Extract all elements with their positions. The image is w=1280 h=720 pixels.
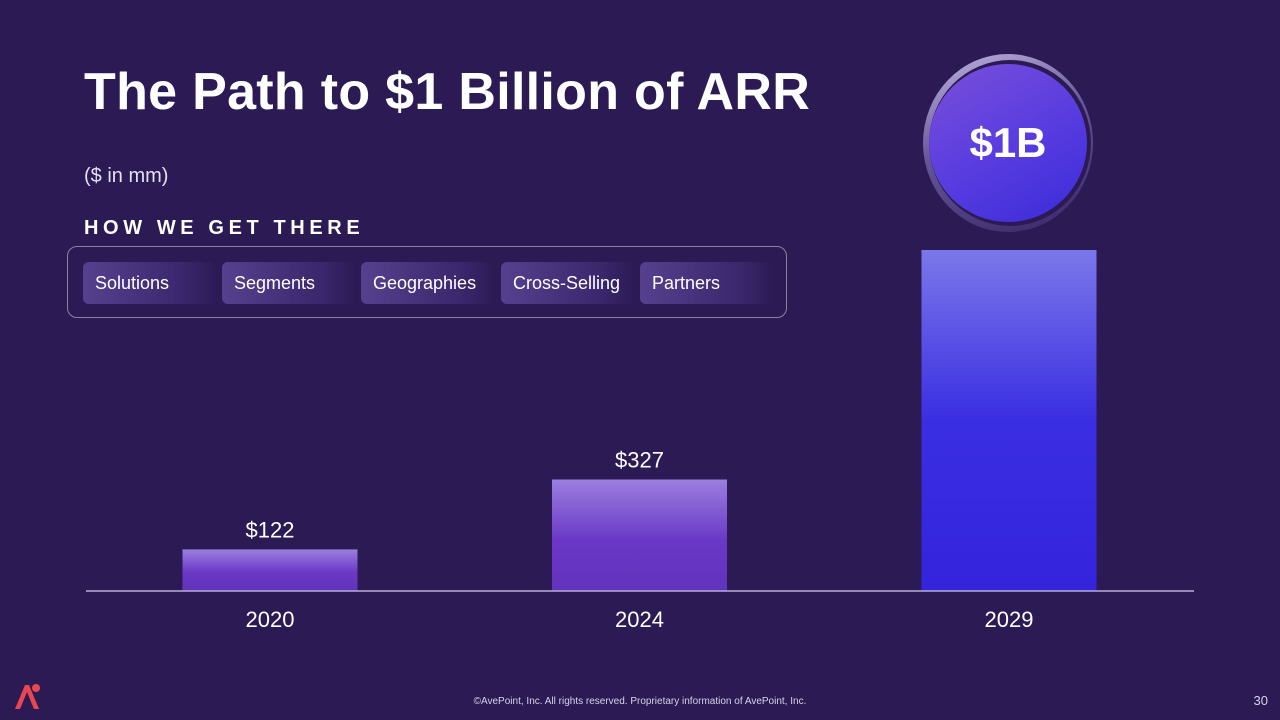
growth-levers-box: Solutions Segments Geographies Cross-Sel… (67, 246, 787, 318)
bar-2020 (182, 549, 358, 591)
data-label-2020: $122 (246, 517, 295, 542)
avepoint-logo-icon (15, 684, 40, 709)
x-tick-2029: 2029 (985, 607, 1034, 632)
x-tick-2024: 2024 (615, 607, 664, 632)
footer-copyright: ©AvePoint, Inc. All rights reserved. Pro… (473, 696, 807, 707)
lever-segments[interactable]: Segments (222, 262, 356, 304)
billion-badge: $1B (929, 64, 1087, 222)
page-number: 30 (1253, 693, 1268, 708)
section-label: HOW WE GET THERE (84, 217, 365, 239)
units-subtitle: ($ in mm) (84, 165, 169, 187)
x-tick-2020: 2020 (246, 607, 295, 632)
lever-partners[interactable]: Partners (640, 262, 774, 304)
bar-2024 (552, 479, 727, 591)
data-label-2024: $327 (615, 447, 664, 472)
lever-geographies[interactable]: Geographies (361, 262, 495, 304)
bar-2029 (921, 250, 1097, 591)
lever-cross-selling[interactable]: Cross-Selling (501, 262, 635, 304)
lever-solutions[interactable]: Solutions (83, 262, 217, 304)
page-title: The Path to $1 Billion of ARR (84, 63, 811, 121)
